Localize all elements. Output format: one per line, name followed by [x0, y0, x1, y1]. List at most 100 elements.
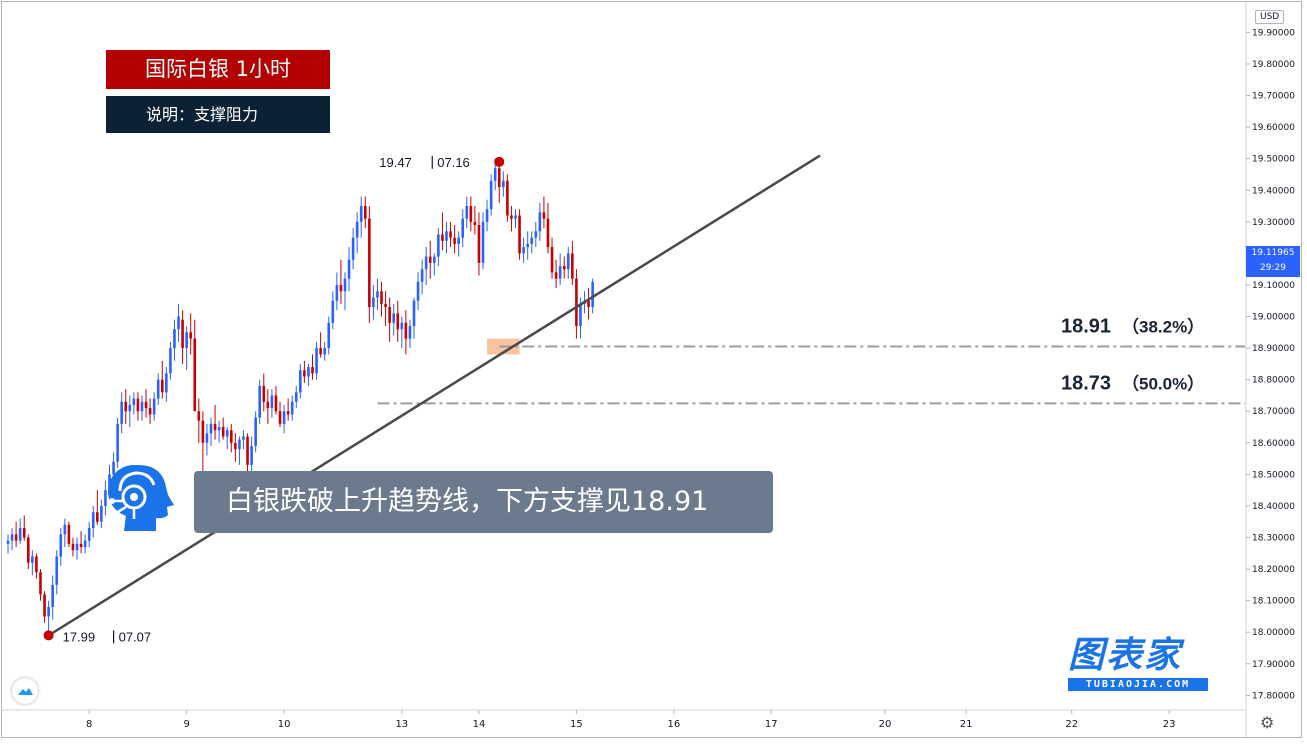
- time-tick-label: 13: [395, 719, 408, 730]
- candle-body: [424, 256, 428, 270]
- candle-body: [408, 326, 412, 339]
- candle-body: [173, 329, 176, 349]
- candle-body: [39, 572, 42, 595]
- candle-body: [132, 398, 136, 405]
- candle-body: [502, 180, 505, 188]
- candle-body: [542, 212, 546, 219]
- candle-body: [14, 534, 18, 541]
- candle-body: [59, 534, 63, 557]
- settings-gear-icon[interactable]: ⚙: [1260, 713, 1275, 732]
- candle-body: [144, 401, 148, 409]
- robot-head-icon: [108, 465, 174, 531]
- price-tick-label: 19.90000: [1252, 28, 1295, 38]
- candle-body: [286, 411, 290, 415]
- candle-body: [400, 322, 404, 330]
- candle-body: [416, 281, 420, 301]
- swing-high-marker-dot: [494, 156, 505, 167]
- currency-label[interactable]: USD: [1255, 10, 1285, 24]
- price-tick-label: 19.30000: [1252, 218, 1295, 228]
- support-level-percent: （50.0%）: [1122, 373, 1204, 393]
- candle-body: [165, 373, 168, 393]
- candle-body: [538, 212, 542, 232]
- candle-body: [489, 180, 493, 210]
- candle-body: [116, 423, 119, 462]
- time-tick-label: 21: [960, 719, 973, 730]
- candle-body: [67, 524, 71, 544]
- candle-body: [461, 218, 465, 238]
- candle-body: [388, 307, 391, 323]
- candle-body: [217, 427, 221, 431]
- candle-body: [100, 505, 103, 522]
- candle-body: [396, 313, 400, 330]
- candle-body: [209, 423, 213, 434]
- candle-body: [193, 338, 197, 412]
- candle-body: [343, 278, 347, 292]
- candle-body: [156, 379, 160, 399]
- price-tick-label: 18.80000: [1252, 376, 1295, 386]
- time-tick-label: 23: [1163, 719, 1176, 730]
- tubiaojia-logo: 图表家 TUBIAOJIA.COM: [1068, 636, 1208, 692]
- price-axis[interactable]: 19.90000 19.80000 19.70000 19.60000 19.50000…: [1246, 28, 1295, 701]
- price-tick-label: 18.10000: [1252, 597, 1295, 607]
- candle-body: [18, 528, 22, 541]
- candle-body: [266, 401, 270, 409]
- candle-body: [311, 367, 314, 374]
- time-tick-label: 8: [86, 719, 92, 730]
- price-tick-label: 19.80000: [1252, 60, 1295, 70]
- candle-body: [566, 253, 570, 270]
- price-tick-label: 18.30000: [1252, 534, 1295, 544]
- price-tick-label: 19.10000: [1252, 281, 1295, 291]
- candle-body: [136, 398, 140, 412]
- candle-body: [294, 392, 298, 402]
- support-level-percent: （38.2%）: [1122, 317, 1204, 337]
- tradingview-logo-icon[interactable]: [12, 678, 38, 704]
- candle-body: [10, 534, 14, 541]
- swing-low-marker-dot: [43, 630, 54, 641]
- candle-body: [579, 303, 582, 327]
- candle-body: [290, 401, 294, 415]
- candle-body: [282, 411, 286, 424]
- candle-body: [303, 370, 306, 377]
- candle-body: [469, 206, 473, 222]
- candle-body: [22, 528, 26, 538]
- candle-body: [530, 237, 534, 244]
- time-axis[interactable]: 8 9 10 13 14 15 16 17 20 21 22 23: [86, 710, 1176, 730]
- candle-body: [510, 215, 513, 219]
- chart-title: 国际白银 1小时: [106, 50, 330, 89]
- candle-body: [518, 215, 521, 254]
- candle-body: [160, 379, 164, 393]
- candle-body: [319, 348, 322, 355]
- price-tick-label: 18.90000: [1252, 344, 1295, 354]
- candle-body: [246, 436, 249, 465]
- candle-body: [43, 594, 46, 617]
- candle-body: [230, 430, 233, 443]
- candle-body: [457, 237, 460, 244]
- trendline-layer[interactable]: [47, 154, 821, 637]
- candle-body: [554, 272, 558, 279]
- candle-body: [363, 206, 367, 219]
- swing-low-marker-price: 17.99: [63, 629, 96, 644]
- candle-body: [104, 490, 107, 506]
- logo-main-text: 图表家: [1068, 635, 1183, 676]
- candle-body: [55, 556, 59, 585]
- candle-body: [234, 442, 237, 450]
- candle-body: [278, 411, 282, 424]
- candle-body: [225, 430, 229, 437]
- candle-body: [35, 556, 38, 573]
- candle-body: [445, 231, 448, 241]
- candle-body: [128, 404, 132, 412]
- time-tick-label: 17: [765, 719, 778, 730]
- candle-body: [238, 439, 241, 450]
- candle-body: [87, 528, 91, 541]
- candle-body: [315, 348, 318, 374]
- candle-body: [420, 269, 424, 282]
- candle-body: [339, 284, 343, 292]
- time-tick-label: 10: [278, 719, 291, 730]
- candle-body: [96, 512, 99, 522]
- candle-body: [140, 401, 144, 412]
- candle-body: [384, 303, 387, 308]
- candle-body: [262, 385, 266, 402]
- candle-body: [254, 417, 257, 446]
- candle-body: [506, 180, 509, 216]
- candle-body: [51, 584, 54, 607]
